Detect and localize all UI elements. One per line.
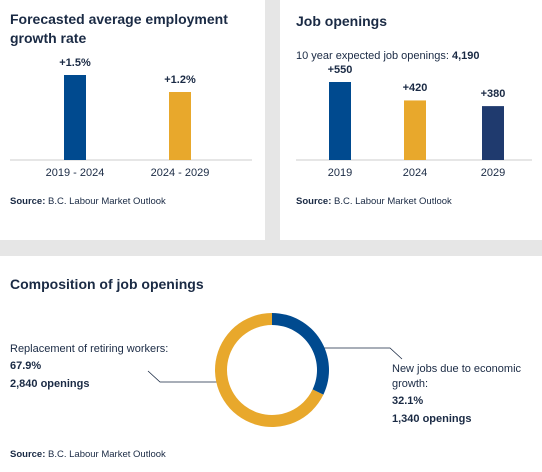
slice-label: New jobs due to economic growth: <box>392 363 522 390</box>
leader-line <box>147 370 222 383</box>
bar <box>404 100 426 160</box>
source-text: B.C. Labour Market Outlook <box>48 449 166 460</box>
slice-percent: 67.9% <box>10 360 42 372</box>
panel <box>0 256 542 472</box>
source-text: B.C. Labour Market Outlook <box>334 196 452 207</box>
chart-title: Composition of job openings <box>10 276 204 292</box>
leader-line <box>322 347 403 360</box>
total: 4,190 <box>451 50 480 62</box>
donut-slice <box>272 313 329 395</box>
x-tick-label: 2019 - 2024 <box>45 167 105 179</box>
value-label: +420 <box>402 82 428 95</box>
source: Source: B.C. Labour Market Outlook <box>10 449 310 462</box>
bar <box>329 82 351 160</box>
subtitle-text: 10 year expected job openings: <box>296 50 449 62</box>
slice-openings: 1,340 openings <box>392 413 472 425</box>
slice-openings: 2,840 openings <box>10 378 90 390</box>
value-label: +1.2% <box>164 74 196 86</box>
source: Source: B.C. Labour Market Outlook <box>10 196 310 209</box>
value-label: +550 <box>327 64 353 76</box>
slice-percent: 32.1% <box>392 395 424 407</box>
chart-title: Forecasted average employment growth rat… <box>10 11 228 46</box>
chart-title: Job openings <box>296 13 387 29</box>
subtitle: 10 year expected job openings: 4,190 <box>296 49 536 64</box>
x-tick-label: 2024 <box>402 167 428 179</box>
x-tick-label: 2024 - 2029 <box>150 167 210 179</box>
value-label: +1.5% <box>59 57 91 69</box>
x-tick-label: 2019 <box>327 167 353 179</box>
source-label: Source: <box>296 196 332 207</box>
source-label: Source: <box>10 196 46 207</box>
source-label: Source: <box>10 449 46 460</box>
source: Source: B.C. Labour Market Outlook <box>296 196 542 209</box>
bar <box>169 92 191 160</box>
panel <box>0 0 265 240</box>
bar <box>482 106 504 160</box>
slice-label: Replacement of retiring workers: <box>10 343 169 355</box>
value-label: +380 <box>480 88 506 101</box>
x-tick-label: 2029 <box>480 167 506 179</box>
source-text: B.C. Labour Market Outlook <box>48 196 166 207</box>
bar <box>64 75 86 160</box>
